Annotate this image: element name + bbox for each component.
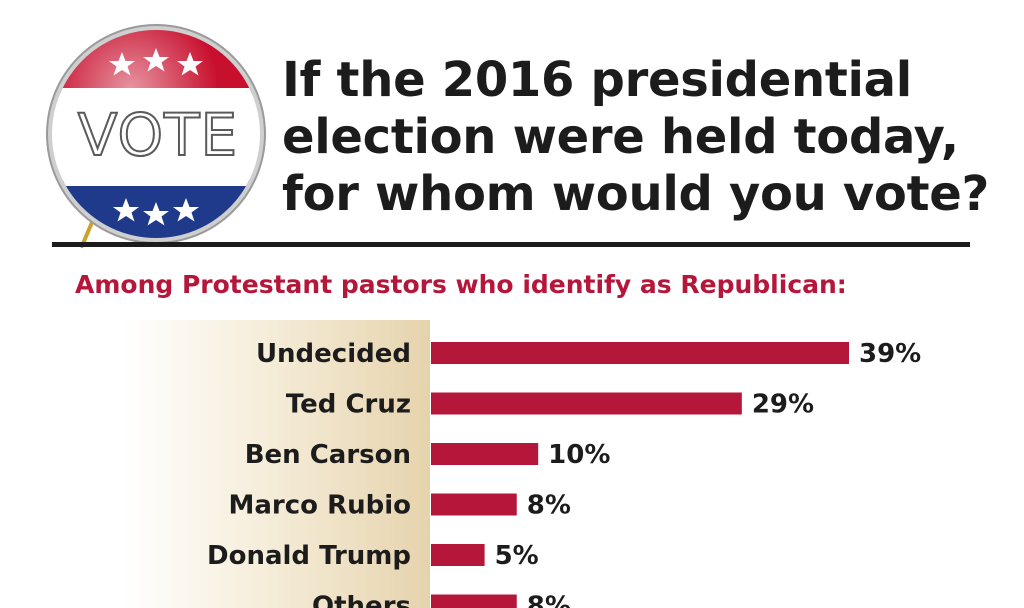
title-line: If the 2016 presidential: [282, 52, 912, 108]
category-label: Marco Rubio: [229, 491, 411, 521]
category-label: Ben Carson: [245, 440, 411, 470]
category-label: Undecided: [256, 339, 411, 369]
value-label: 29%: [752, 390, 814, 420]
title-line: for whom would you vote?: [282, 166, 990, 222]
category-label: Ted Cruz: [286, 390, 411, 420]
title-divider: [52, 242, 970, 247]
chart-title: If the 2016 presidential election were h…: [282, 52, 1002, 223]
bar: [431, 594, 517, 608]
stars-top-icon: [109, 48, 203, 76]
value-label: 8%: [527, 491, 571, 521]
badge-vote-text: VOTE: [78, 101, 238, 169]
category-label: Others: [312, 592, 411, 608]
bar: [431, 443, 539, 465]
value-label: 8%: [527, 592, 571, 608]
value-label: 5%: [495, 541, 539, 571]
bar: [431, 342, 849, 364]
chart-subtitle: Among Protestant pastors who identify as…: [75, 270, 847, 299]
bar: [431, 544, 485, 566]
bar: [431, 392, 742, 415]
label-panel: [122, 320, 430, 608]
bar-chart: Undecided 39% Ted Cruz 29% Ben Carson 10% Marc…: [122, 320, 921, 608]
stars-bottom-icon: [113, 198, 199, 226]
bar: [431, 493, 517, 516]
value-label: 39%: [859, 339, 921, 369]
title-line: election were held today,: [282, 109, 959, 165]
vote-badge-icon: VOTE: [46, 24, 266, 248]
category-label: Donald Trump: [207, 541, 411, 571]
value-label: 10%: [548, 440, 610, 470]
